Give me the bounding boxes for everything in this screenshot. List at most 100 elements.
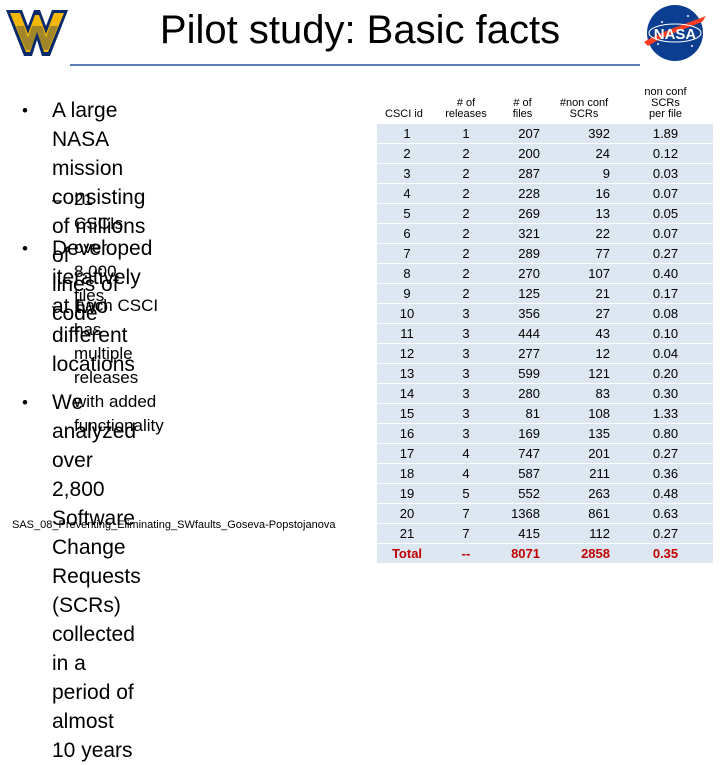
cell-non-conf-scrs: 112 — [550, 523, 618, 544]
cell-scrs-per-file: 0.03 — [618, 163, 713, 184]
cell-scrs-per-file: 0.20 — [618, 363, 713, 384]
table-row: 2 2 200 24 0.12 — [377, 143, 713, 164]
cell-releases: 2 — [437, 143, 495, 164]
cell-non-conf-scrs: 201 — [550, 443, 618, 464]
cell-releases: 2 — [437, 263, 495, 284]
page-title: Pilot study: Basic facts — [159, 8, 561, 52]
cell-non-conf-scrs: 13 — [550, 203, 618, 224]
cell-scrs-per-file: 0.12 — [618, 143, 713, 164]
bullet-line: different locations — [52, 324, 135, 376]
header-scrs-per-file: non conf SCRs per file — [644, 86, 687, 120]
cell-non-conf-scrs: 108 — [550, 403, 618, 424]
cell-non-conf-scrs: 77 — [550, 243, 618, 264]
header-csci-id: CSCI id — [385, 108, 423, 120]
table-row: 5 2 269 13 0.05 — [377, 203, 713, 224]
bullet-dot-icon: • — [22, 239, 28, 258]
cell-scrs-per-file: 1.89 — [618, 123, 713, 144]
cell-releases: 3 — [437, 423, 495, 444]
cell-non-conf-scrs: 83 — [550, 383, 618, 404]
cell-files: 587 — [495, 463, 550, 484]
cell-files: 270 — [495, 263, 550, 284]
bullet-line: (SCRs) collected in a — [52, 594, 135, 675]
cell-csci-id: 8 — [377, 263, 437, 284]
cell-releases: 2 — [437, 203, 495, 224]
cell-releases: 3 — [437, 323, 495, 344]
sub-bullet-dash: – — [52, 296, 62, 315]
sub-bullet-dash: – — [52, 190, 62, 209]
cell-scrs-per-file: 0.48 — [618, 483, 713, 504]
nasa-logo: NASA — [644, 5, 706, 61]
table-row: 10 3 356 27 0.08 — [377, 303, 713, 324]
cell-non-conf-scrs: 861 — [550, 503, 618, 524]
data-table-container: CSCI id # of releases # of files #non conf… — [377, 86, 713, 563]
cell-non-conf-scrs: 107 — [550, 263, 618, 284]
cell-files: 1368 — [495, 503, 550, 524]
cell-files: 277 — [495, 343, 550, 364]
cell-non-conf-scrs: 135 — [550, 423, 618, 444]
cell-scrs-per-file: 0.80 — [618, 423, 713, 444]
cell-csci-id: 16 — [377, 423, 437, 444]
cell-files: 280 — [495, 383, 550, 404]
cell-csci-id: 19 — [377, 483, 437, 504]
sub-bullet-line: Each CSCI has multiple — [74, 296, 159, 363]
cell-csci-id: 5 — [377, 203, 437, 224]
cell-non-conf-scrs: 9 — [550, 163, 618, 184]
cell-non-conf-scrs: 43 — [550, 323, 618, 344]
cell-scrs-per-file: 0.30 — [618, 383, 713, 404]
table-row: 7 2 289 77 0.27 — [377, 243, 713, 264]
cell-csci-id: 14 — [377, 383, 437, 404]
cell-files: 747 — [495, 443, 550, 464]
cell-non-conf-scrs: 27 — [550, 303, 618, 324]
cell-csci-id: 9 — [377, 283, 437, 304]
cell-releases: 4 — [437, 463, 495, 484]
bullet-line: period of almost 10 years — [52, 681, 134, 762]
cell-releases: 3 — [437, 383, 495, 404]
cell-files: 228 — [495, 183, 550, 204]
cell-releases: 1 — [437, 123, 495, 144]
cell-csci-id: 6 — [377, 223, 437, 244]
cell-non-conf-scrs: 211 — [550, 463, 618, 484]
table-row: 3 2 287 9 0.03 — [377, 163, 713, 184]
cell-scrs-per-file: 0.27 — [618, 523, 713, 544]
cell-releases: 2 — [437, 283, 495, 304]
cell-csci-id: 1 — [377, 123, 437, 144]
cell-scrs-per-file: 0.04 — [618, 343, 713, 364]
table-row: 4 2 228 16 0.07 — [377, 183, 713, 204]
cell-csci-id: 7 — [377, 243, 437, 264]
cell-files: 444 — [495, 323, 550, 344]
sub-bullet-line: releases with added — [74, 368, 157, 411]
cell-files: 269 — [495, 203, 550, 224]
bullet-line: lines of code — [52, 273, 119, 325]
cell-files: 8071 — [495, 543, 550, 563]
bullet-line: Developed iteratively at two — [52, 237, 153, 318]
cell-files: 207 — [495, 123, 550, 144]
cell-non-conf-scrs: 16 — [550, 183, 618, 204]
header-non-conf-scrs: #non conf SCRs — [559, 97, 609, 120]
wvu-logo — [6, 10, 68, 56]
cell-releases: 2 — [437, 243, 495, 264]
cell-non-conf-scrs: 2858 — [550, 543, 618, 563]
cell-csci-id: 17 — [377, 443, 437, 464]
table-row: 11 3 444 43 0.10 — [377, 323, 713, 344]
cell-releases: 2 — [437, 223, 495, 244]
bullet-line: A large NASA mission — [52, 99, 124, 180]
cell-releases: 7 — [437, 503, 495, 524]
bullet-dot-icon: • — [22, 393, 28, 412]
table-row: 19 5 552 263 0.48 — [377, 483, 713, 504]
table-row: 21 7 415 112 0.27 — [377, 523, 713, 544]
table-row: 12 3 277 12 0.04 — [377, 343, 713, 364]
cell-scrs-per-file: 1.33 — [618, 403, 713, 424]
header-files: # of files — [512, 97, 533, 120]
cell-releases: 2 — [437, 183, 495, 204]
cell-files: 415 — [495, 523, 550, 544]
sub-bullet-line: functionality — [74, 416, 164, 435]
cell-scrs-per-file: 0.63 — [618, 503, 713, 524]
bullet-dot-icon: • — [22, 101, 28, 120]
cell-non-conf-scrs: 263 — [550, 483, 618, 504]
table-row: 14 3 280 83 0.30 — [377, 383, 713, 404]
table-header-row: CSCI id # of releases # of files #non conf… — [377, 86, 713, 124]
cell-files: 81 — [495, 403, 550, 424]
cell-releases: 5 — [437, 483, 495, 504]
sub-bullet-line: 21 CSCIs, over 8,000 files — [74, 190, 128, 305]
cell-csci-id: 13 — [377, 363, 437, 384]
